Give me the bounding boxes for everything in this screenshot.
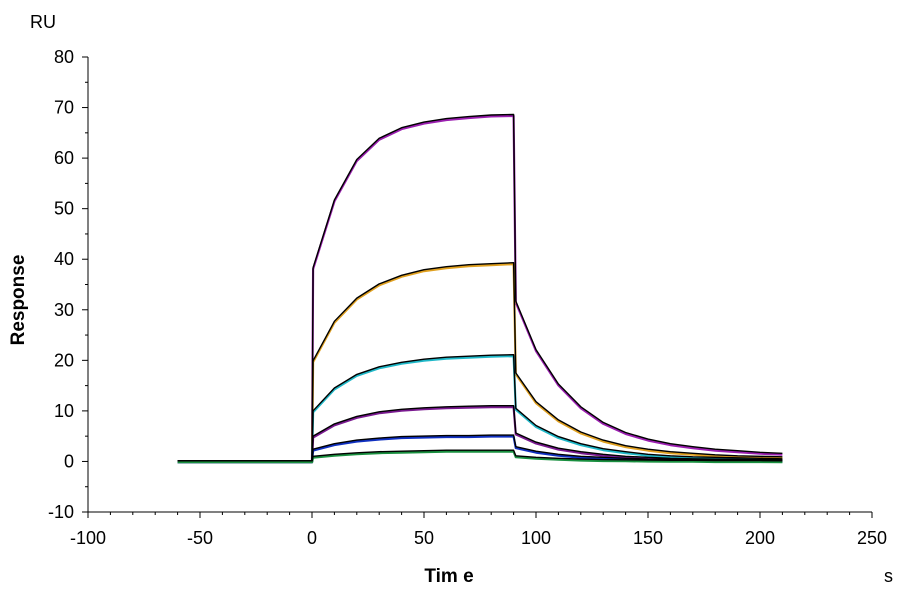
x-tick-label: -50 bbox=[187, 528, 213, 548]
x-tick-label: 250 bbox=[857, 528, 887, 548]
fit-curve-3 bbox=[177, 354, 783, 462]
x-tick-label: -100 bbox=[70, 528, 106, 548]
x-tick-label: 200 bbox=[745, 528, 775, 548]
y-tick-label: 40 bbox=[54, 249, 74, 269]
x-unit-label: s bbox=[884, 566, 893, 586]
fit-curve-6 bbox=[177, 449, 783, 462]
data-trace-1 bbox=[177, 114, 783, 464]
y-tick-label: -10 bbox=[48, 502, 74, 522]
x-tick-label: 100 bbox=[521, 528, 551, 548]
y-tick-label: 70 bbox=[54, 98, 74, 118]
y-tick-label: 30 bbox=[54, 300, 74, 320]
fit-curve-4 bbox=[177, 405, 783, 462]
fit-curve-1 bbox=[177, 113, 783, 462]
fit-curve-2 bbox=[177, 262, 783, 462]
y-tick-label: 80 bbox=[54, 47, 74, 67]
x-tick-label: 150 bbox=[633, 528, 663, 548]
y-unit-label: RU bbox=[30, 12, 56, 32]
y-tick-label: 0 bbox=[64, 451, 74, 471]
x-tick-label: 0 bbox=[307, 528, 317, 548]
x-axis-title: Tim e bbox=[424, 566, 473, 587]
y-tick-label: 20 bbox=[54, 350, 74, 370]
y-axis-title: Response bbox=[8, 255, 29, 346]
y-tick-label: 10 bbox=[54, 401, 74, 421]
plot-lines bbox=[177, 113, 783, 464]
fit-curve-5 bbox=[177, 434, 783, 462]
data-trace-2 bbox=[177, 263, 783, 464]
y-tick-label: 50 bbox=[54, 199, 74, 219]
x-tick-label: 50 bbox=[414, 528, 434, 548]
y-tick-label: 60 bbox=[54, 148, 74, 168]
